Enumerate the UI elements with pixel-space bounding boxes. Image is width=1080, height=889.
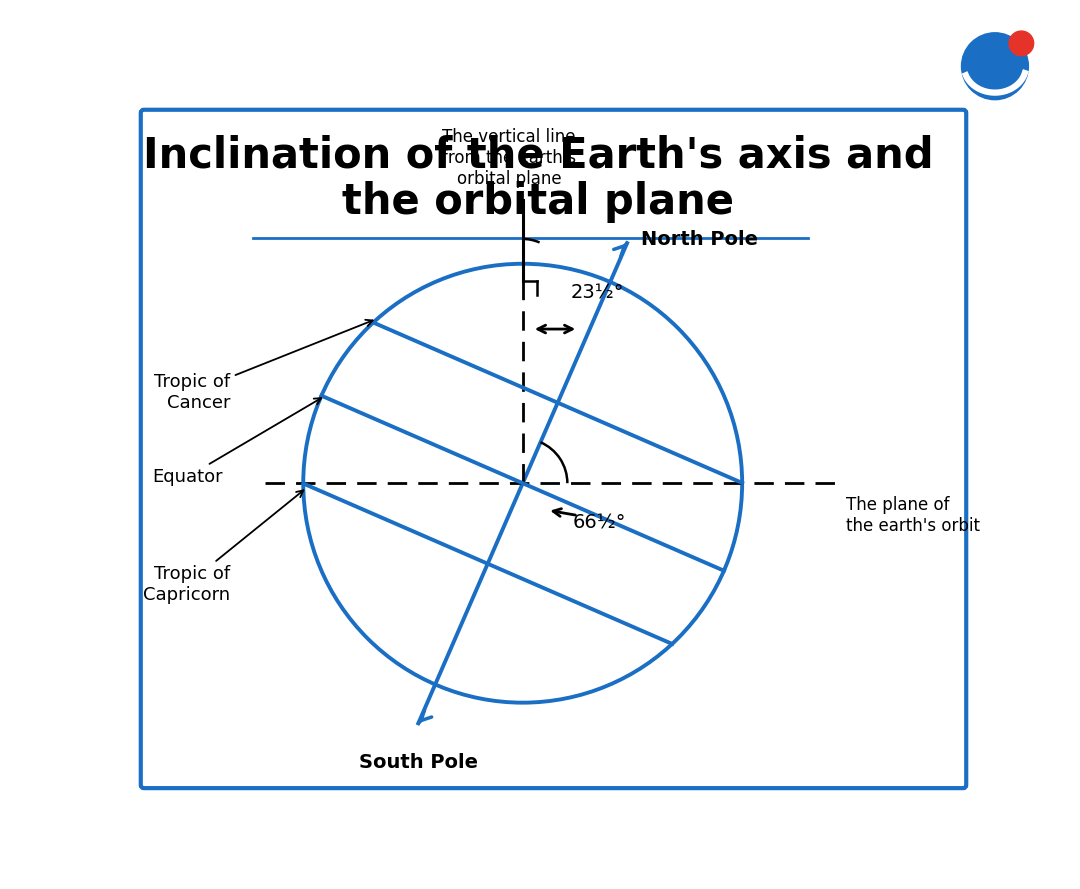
Text: North Pole: North Pole — [640, 229, 758, 249]
Text: the orbital plane: the orbital plane — [342, 181, 734, 223]
Text: 23½°: 23½° — [570, 284, 624, 302]
Text: Equator: Equator — [152, 398, 321, 486]
FancyBboxPatch shape — [140, 109, 967, 789]
Circle shape — [961, 33, 1028, 100]
Text: The plane of
the earth's orbit: The plane of the earth's orbit — [846, 496, 981, 535]
Circle shape — [1009, 31, 1034, 56]
Text: The vertical line
from the earth's
orbital plane: The vertical line from the earth's orbit… — [442, 128, 576, 188]
Text: Tropic of
Capricorn: Tropic of Capricorn — [143, 491, 303, 605]
Text: 66½°: 66½° — [572, 514, 626, 533]
Ellipse shape — [303, 264, 742, 702]
Text: South Pole: South Pole — [359, 753, 477, 772]
Text: Inclination of the Earth's axis and: Inclination of the Earth's axis and — [143, 135, 933, 177]
Text: Tropic of
Cancer: Tropic of Cancer — [154, 320, 373, 412]
